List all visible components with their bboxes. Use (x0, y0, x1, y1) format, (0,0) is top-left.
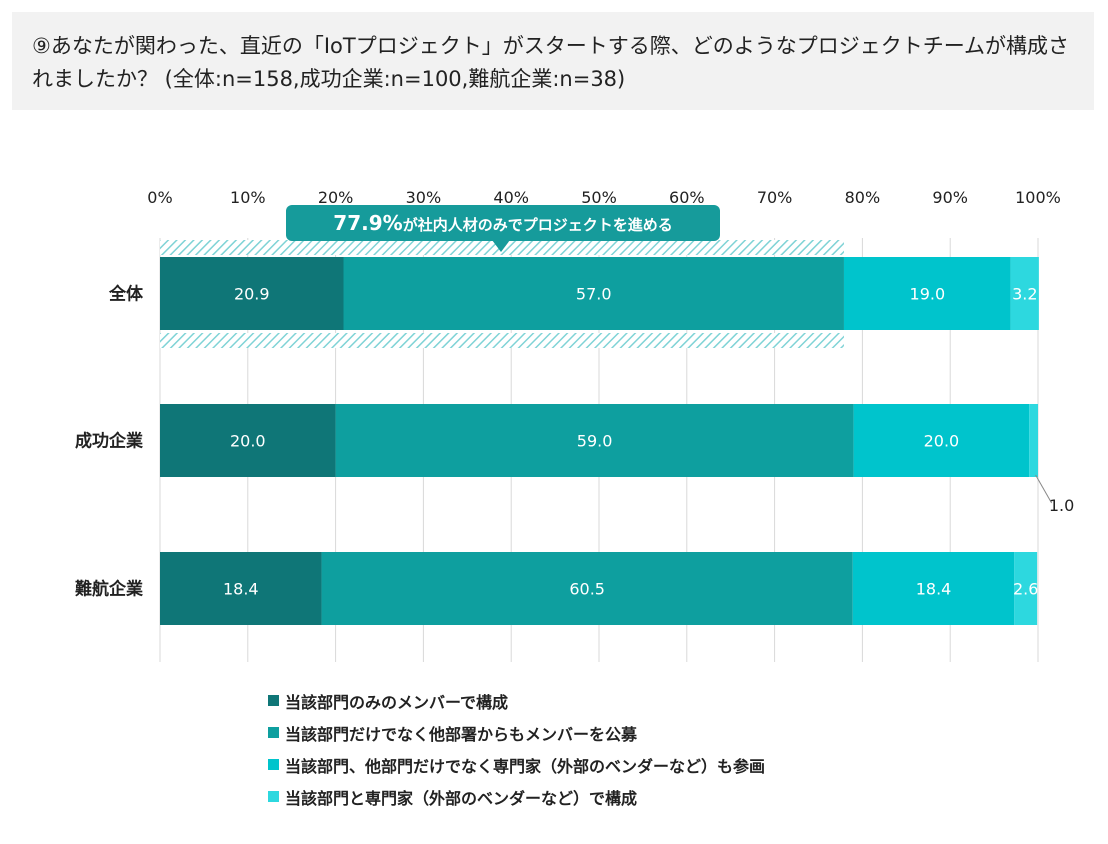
x-tick-label: 40% (493, 188, 529, 207)
legend-label: 当該部門と専門家（外部のベンダーなど）で構成 (285, 788, 638, 808)
data-label: 20.9 (234, 285, 270, 304)
callout-value: 77.9% (333, 211, 402, 235)
legend-swatch (268, 759, 279, 770)
data-label: 57.0 (576, 285, 612, 304)
bar-segment (1014, 552, 1038, 625)
data-label: 19.0 (910, 285, 946, 304)
bar-segment (321, 552, 853, 625)
callout-box (286, 205, 720, 241)
highlight-band-bottom (160, 333, 844, 348)
data-label-leader (1035, 474, 1053, 504)
x-tick-label: 80% (845, 188, 881, 207)
data-label: 18.4 (223, 580, 259, 599)
data-label: 3.2 (1012, 285, 1037, 304)
category-label: 成功企業 (75, 431, 143, 452)
legend-item: 当該部門、他部門だけでなく専門家（外部のベンダーなど）も参画 (268, 756, 765, 776)
legend-label: 当該部門、他部門だけでなく専門家（外部のベンダーなど）も参画 (285, 756, 766, 776)
x-tick-label: 10% (230, 188, 266, 207)
legend-label: 当該部門だけでなく他部署からもメンバーを公募 (285, 724, 638, 744)
legend-swatch (268, 727, 279, 738)
x-tick-label: 30% (406, 188, 442, 207)
data-label: 1.0 (1049, 496, 1074, 515)
bar-segment (160, 257, 344, 330)
x-tick-label: 70% (757, 188, 793, 207)
bar-segment (843, 257, 1011, 330)
bar-segment (160, 404, 336, 477)
bar-segment (160, 552, 322, 625)
data-label: 60.5 (569, 580, 605, 599)
x-tick-label: 0% (147, 188, 172, 207)
data-label: 59.0 (577, 432, 613, 451)
legend-item: 当該部門のみのメンバーで構成 (268, 692, 765, 712)
data-label: 2.6 (1013, 580, 1038, 599)
legend-item: 当該部門だけでなく他部署からもメンバーを公募 (268, 724, 765, 744)
legend-swatch (268, 791, 279, 802)
x-tick-label: 20% (318, 188, 354, 207)
data-label: 20.0 (924, 432, 960, 451)
legend-item: 当該部門と専門家（外部のベンダーなど）で構成 (268, 788, 765, 808)
x-tick-label: 50% (581, 188, 617, 207)
category-label: 全体 (108, 284, 144, 305)
legend: 当該部門のみのメンバーで構成 当該部門だけでなく他部署からもメンバーを公募 当該部門… (268, 692, 765, 820)
callout-pointer (492, 240, 510, 252)
category-label: 難航企業 (75, 579, 143, 600)
legend-swatch (268, 695, 279, 706)
bar-segment (335, 404, 854, 477)
legend-label: 当該部門のみのメンバーで構成 (285, 692, 509, 712)
bar-segment (1029, 404, 1038, 477)
x-tick-label: 100% (1015, 188, 1061, 207)
callout-caption: が社内人材のみでプロジェクトを進める (403, 216, 673, 234)
x-tick-label: 60% (669, 188, 705, 207)
bar-segment (343, 257, 844, 330)
chart-title: ⑨あなたが関わった、直近の「IoTプロジェクト」がスタートする際、どのようなプロ… (32, 34, 1070, 91)
bar-segment (1010, 257, 1039, 330)
data-label: 20.0 (230, 432, 266, 451)
bar-segment (852, 552, 1015, 625)
title-box: ⑨あなたが関わった、直近の「IoTプロジェクト」がスタートする際、どのようなプロ… (12, 12, 1094, 110)
data-label: 18.4 (916, 580, 952, 599)
callout-text: 77.9%が社内人材のみでプロジェクトを進める (333, 211, 672, 235)
bar-segment (853, 404, 1030, 477)
x-tick-label: 90% (932, 188, 968, 207)
